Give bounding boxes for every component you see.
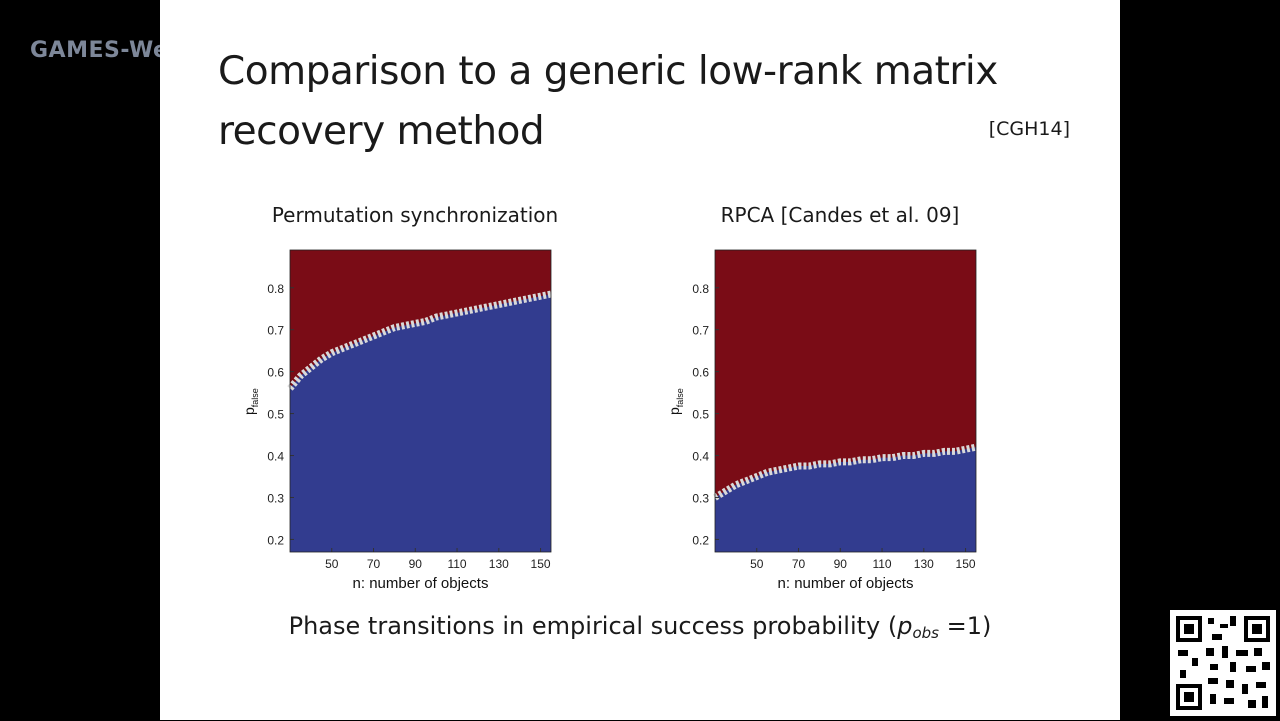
y-axis-label-subscript: false: [250, 388, 260, 407]
y-tick-label: 0.8: [267, 282, 284, 296]
y-tick-label: 0.6: [692, 366, 709, 380]
chart-title: RPCA [Candes et al. 09]: [721, 203, 960, 227]
qr-code: [1170, 610, 1276, 716]
plot-frame: [714, 249, 977, 553]
chart-title: Permutation synchronization: [272, 203, 558, 227]
caption: Phase transitions in empirical success p…: [160, 612, 1120, 642]
x-axis-label: n: number of objects: [778, 575, 914, 592]
y-axis-label-main: p: [666, 407, 682, 415]
x-tick-label: 110: [447, 557, 466, 571]
success-region: [290, 294, 551, 552]
qr-code-icon: [1176, 616, 1270, 710]
y-tick-label: 0.7: [692, 324, 709, 338]
caption-subscript: obs: [912, 624, 939, 642]
charts-canvas: Permutation synchronization 0.2 0.3 0.4 0.5 0…: [241, 203, 977, 592]
x-axis-label: n: number of objects: [353, 575, 489, 592]
y-tick-label: 0.2: [692, 533, 709, 547]
citation: [CGH14]: [988, 118, 1070, 140]
y-tick-label: 0.3: [692, 491, 709, 505]
x-tick-label: 70: [367, 557, 381, 571]
title-line-2: recovery method: [218, 109, 545, 154]
x-tick-label: 50: [325, 557, 339, 571]
slide: Comparison to a generic low-rank matrix …: [160, 0, 1120, 720]
watermark-text: GAMES-We: [30, 38, 169, 63]
x-tick-label: 150: [956, 557, 976, 571]
title-line-1: Comparison to a generic low-rank matrix: [218, 49, 998, 94]
y-tick-label: 0.3: [267, 491, 284, 505]
x-tick-label: 90: [409, 557, 423, 571]
y-tick-label: 0.6: [267, 366, 284, 380]
y-axis-label-subscript: false: [675, 388, 685, 407]
plot-frame: [289, 249, 552, 553]
y-axis-label-main: p: [241, 407, 257, 415]
y-tick-label: 0.5: [692, 408, 709, 422]
x-tick-label: 130: [914, 557, 934, 571]
y-axis-label: pfalse: [666, 388, 685, 415]
caption-suffix: =1): [938, 612, 992, 640]
chart-1: Permutation synchronization 0.2 0.3 0.4 0.5 0…: [241, 203, 558, 592]
y-tick-label: 0.7: [267, 324, 284, 338]
slide-title: Comparison to a generic low-rank matrix …: [218, 42, 1038, 162]
x-tick-label: 130: [489, 557, 509, 571]
y-tick-label: 0.4: [267, 450, 284, 464]
y-tick-label: 0.5: [267, 408, 284, 422]
y-tick-label: 0.8: [692, 282, 709, 296]
x-tick-label: 110: [872, 557, 891, 571]
caption-prefix: Phase transitions in empirical success p…: [288, 612, 898, 640]
x-tick-label: 50: [750, 557, 764, 571]
y-tick-label: 0.4: [692, 450, 709, 464]
success-region: [715, 447, 976, 552]
phase-boundary: [713, 443, 977, 501]
phase-boundary: [287, 290, 552, 391]
chart-2: RPCA [Candes et al. 09] 0.2 0.3 0.4 0.5 0.6 0.…: [666, 203, 977, 592]
x-tick-label: 150: [531, 557, 551, 571]
x-tick-label: 90: [834, 557, 848, 571]
y-axis-label: pfalse: [241, 388, 260, 415]
x-tick-label: 70: [792, 557, 806, 571]
y-tick-label: 0.2: [267, 533, 284, 547]
caption-variable: p: [897, 612, 913, 640]
